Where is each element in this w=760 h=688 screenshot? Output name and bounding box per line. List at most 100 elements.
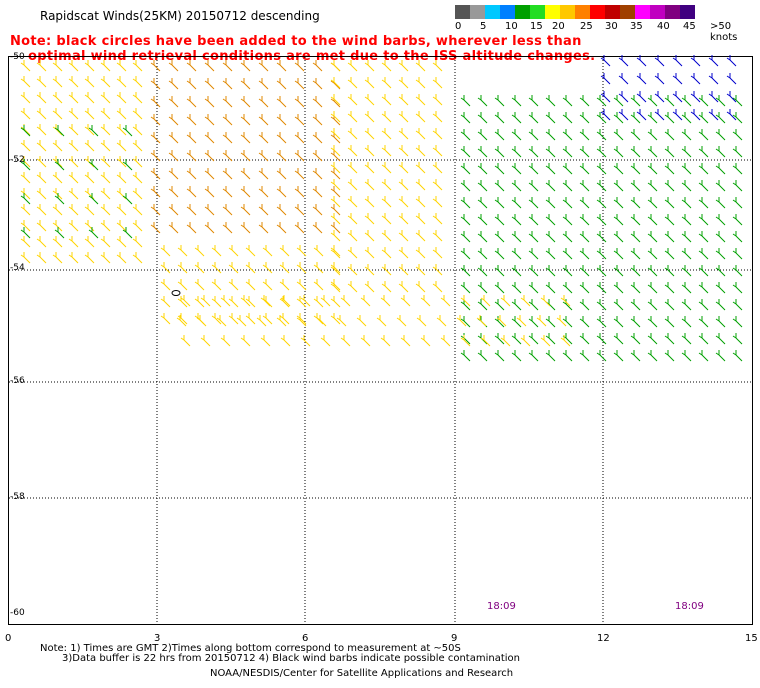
wind-barb	[460, 316, 471, 328]
wind-barb	[664, 129, 675, 141]
wind-barb	[545, 299, 556, 311]
wind-barb	[654, 73, 665, 85]
wind-barb	[222, 78, 233, 90]
wind-barb	[618, 91, 629, 103]
wind-barb	[690, 109, 701, 121]
wind-barb	[116, 172, 127, 184]
wind-barb	[726, 73, 737, 85]
wind-barb	[630, 231, 641, 243]
wind-barb	[460, 112, 471, 124]
wind-barb	[20, 60, 31, 72]
wind-barb	[150, 132, 161, 144]
wind-barb	[347, 179, 358, 191]
wind-barb	[132, 92, 143, 104]
wind-barb	[194, 279, 205, 291]
lat-label-58: -58	[10, 492, 25, 502]
wind-barb	[477, 112, 488, 124]
wind-barb	[715, 299, 726, 311]
wind-barb	[511, 95, 522, 107]
wind-barb	[258, 186, 269, 198]
wind-barb	[528, 214, 539, 226]
wind-barb	[698, 231, 709, 243]
wind-barb	[630, 333, 641, 345]
lon-label-9: 9	[451, 633, 458, 644]
wind-barb	[330, 150, 341, 162]
wind-barb	[347, 111, 358, 123]
wind-barb	[20, 159, 31, 171]
wind-barb	[330, 313, 341, 325]
wind-barb	[276, 204, 287, 216]
wind-barb	[545, 95, 556, 107]
wind-barb	[54, 227, 65, 239]
wind-barb	[150, 150, 161, 162]
wind-barb	[296, 245, 307, 257]
wind-barb	[477, 129, 488, 141]
wind-barb	[132, 188, 143, 200]
wind-barb	[381, 247, 392, 259]
wind-barb	[398, 77, 409, 89]
colorbar-label: 15	[530, 21, 543, 32]
wind-barb	[100, 188, 111, 200]
wind-barb	[562, 282, 573, 294]
wind-barb	[320, 295, 331, 307]
wind-barb	[122, 227, 133, 239]
wind-barb	[360, 335, 371, 347]
wind-barb	[36, 76, 47, 88]
wind-barb	[715, 282, 726, 294]
wind-barb	[460, 295, 471, 307]
wind-barb	[150, 186, 161, 198]
wind-barb	[630, 146, 641, 158]
wind-barb	[347, 162, 358, 174]
wind-barb	[715, 214, 726, 226]
wind-barb	[100, 140, 111, 152]
wind-barb	[381, 60, 392, 72]
wind-barb	[511, 129, 522, 141]
wind-barb	[160, 296, 171, 308]
wind-barb	[672, 55, 683, 67]
wind-barb	[20, 252, 31, 264]
wind-barb	[536, 315, 547, 327]
wind-barb	[100, 220, 111, 232]
wind-barb	[330, 77, 341, 89]
wind-barb	[330, 94, 341, 106]
wind-barb	[20, 204, 31, 216]
wind-barb	[20, 108, 31, 120]
wind-barb	[681, 248, 692, 260]
wind-barb	[618, 55, 629, 67]
wind-barb	[347, 247, 358, 259]
wind-barb	[432, 264, 443, 276]
wind-barb	[52, 220, 63, 232]
wind-barb	[258, 132, 269, 144]
wind-barb	[596, 282, 607, 294]
wind-barb	[330, 179, 341, 191]
wind-barb	[222, 96, 233, 108]
wind-barb	[698, 299, 709, 311]
colorbar-label: >50 knots	[710, 21, 738, 43]
wind-barb	[228, 262, 239, 274]
wind-barb	[296, 315, 307, 327]
wind-barb	[732, 282, 743, 294]
wind-barb	[732, 163, 743, 175]
wind-barb	[579, 316, 590, 328]
wind-barb	[150, 78, 161, 90]
wind-barb	[276, 315, 287, 327]
wind-barb	[276, 222, 287, 234]
wind-barb	[436, 315, 447, 327]
wind-barb	[432, 230, 443, 242]
wind-barb	[708, 55, 719, 67]
wind-barb	[364, 213, 375, 225]
wind-barb	[294, 168, 305, 180]
wind-barb	[460, 335, 471, 347]
wind-barb	[415, 179, 426, 191]
wind-barb	[20, 76, 31, 88]
wind-barb	[494, 350, 505, 362]
wind-barb	[545, 129, 556, 141]
wind-barb	[52, 252, 63, 264]
wind-barb	[116, 156, 127, 168]
wind-barb	[596, 95, 607, 107]
lat-label-54: -54	[10, 263, 25, 273]
wind-barb	[460, 163, 471, 175]
wind-barb	[36, 220, 47, 232]
wind-barb	[647, 146, 658, 158]
